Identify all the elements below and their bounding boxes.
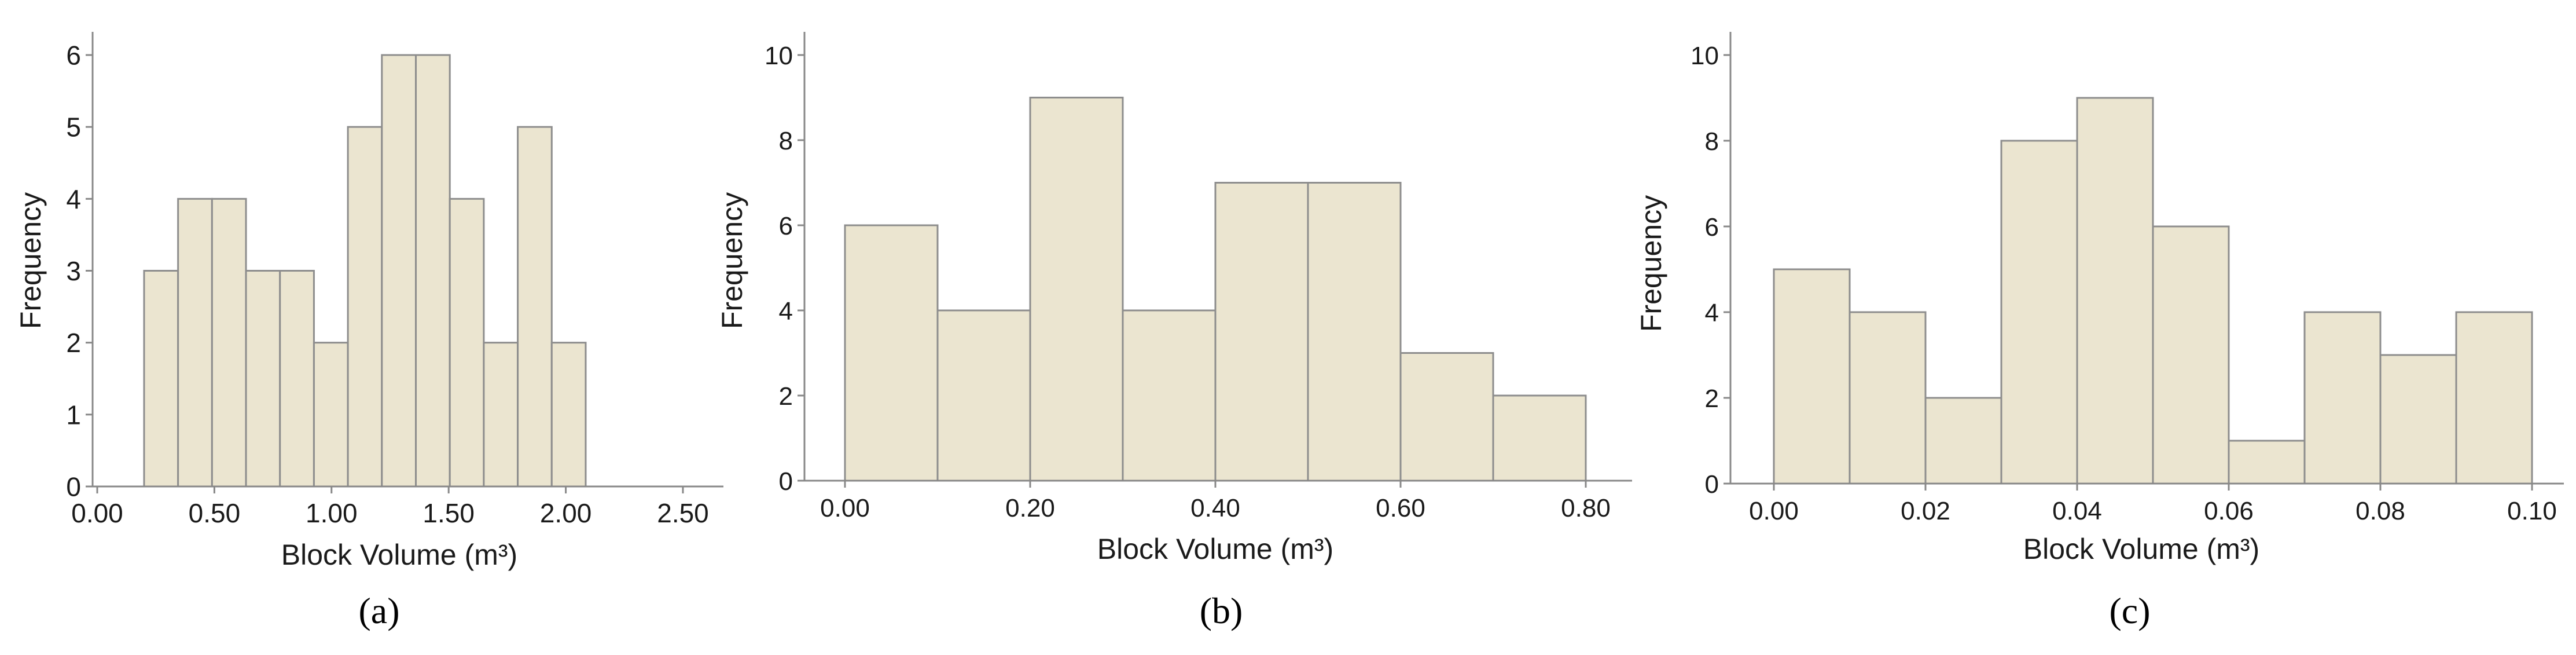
y-tick-label: 1 <box>66 400 81 430</box>
histogram-bar <box>2228 440 2306 485</box>
x-tick-label: 0.08 <box>2355 497 2405 525</box>
histogram-bar <box>347 126 383 488</box>
x-tick-label: 0.06 <box>2204 497 2254 525</box>
x-axis-label: Block Volume (m³) <box>2023 533 2259 565</box>
histogram-bar <box>1849 311 1927 485</box>
x-tick-label: 0.80 <box>1561 494 1611 522</box>
y-tick-label: 4 <box>779 297 793 325</box>
y-tick-label: 10 <box>765 42 793 70</box>
y-axis-label: Frequency <box>716 192 748 329</box>
x-tick-label: 0.10 <box>2507 497 2557 525</box>
x-tick-label: 0.40 <box>1190 494 1240 522</box>
histogram-bar <box>2152 225 2230 485</box>
x-tick-label: 0.00 <box>1749 497 1799 525</box>
histogram-bar <box>1122 309 1217 482</box>
histogram-bar <box>143 270 179 488</box>
x-axis-label-text: Block Volume <box>1097 533 1281 565</box>
y-tick-label: 4 <box>1705 299 1719 327</box>
x-axis-label-text: Block Volume <box>281 539 465 571</box>
x-tick-label: 1.00 <box>306 498 358 528</box>
caption-c: (c) <box>2109 590 2151 631</box>
x-tick-label: 2.00 <box>540 498 592 528</box>
y-tick-label: 0 <box>779 467 793 496</box>
x-axis-unit: (m³) <box>2207 533 2260 565</box>
y-tick-label: 3 <box>66 256 81 286</box>
histogram-bar <box>2076 97 2154 485</box>
x-axis-unit: (m³) <box>1281 533 1334 565</box>
histogram-bar <box>2455 311 2533 485</box>
y-axis-label: Frequency <box>14 192 47 329</box>
histogram-bar <box>1029 97 1124 482</box>
x-axis-label: Block Volume (m³) <box>281 539 517 571</box>
histogram-bar <box>211 197 247 488</box>
panel-a: 0 1 2 3 4 5 6 0.00 0.50 1.00 1.50 2.00 2.50 Frequency… <box>0 0 752 655</box>
histogram-bar <box>381 54 417 488</box>
caption-a: (a) <box>358 590 400 631</box>
y-tick-label: 0 <box>1705 470 1719 499</box>
histogram-bar <box>1492 394 1587 482</box>
y-tick-label: 8 <box>1705 127 1719 156</box>
y-tick-label: 0 <box>66 472 81 502</box>
histogram-bar <box>517 126 553 488</box>
histogram-bar <box>2379 354 2457 485</box>
histogram-bar <box>449 197 485 488</box>
y-tick-label: 4 <box>66 184 81 214</box>
x-tick-label: 0.60 <box>1376 494 1425 522</box>
x-tick-label: 0.50 <box>189 498 241 528</box>
histogram-bar <box>313 342 349 488</box>
y-tick-label: 6 <box>1705 213 1719 241</box>
x-tick-label: 0.00 <box>820 494 870 522</box>
histogram-bar <box>936 309 1031 482</box>
x-tick-label: 0.04 <box>2052 497 2102 525</box>
histogram-bar <box>1773 268 1851 485</box>
histogram-bar <box>844 224 939 482</box>
histogram-bar <box>2000 140 2078 485</box>
panel-b: 0 2 4 6 8 10 0.00 0.20 0.40 0.60 0.80 Frequency Bloc… <box>706 0 1690 655</box>
histogram-bar <box>1214 182 1309 482</box>
histogram-bar <box>177 197 213 488</box>
x-tick-label: 1.50 <box>422 498 475 528</box>
histogram-bar <box>2303 311 2382 485</box>
histogram-bar <box>245 270 281 488</box>
histogram-b: 0 2 4 6 8 10 0.00 0.20 0.40 0.60 0.80 Frequency Bloc… <box>716 32 1632 565</box>
histogram-bar <box>1307 182 1402 482</box>
x-axis-label-text: Block Volume <box>2023 533 2207 565</box>
panel-c: 0 2 4 6 8 10 0.00 0.02 0.04 0.06 0.08 0.10 Frequency… <box>1620 0 2576 655</box>
y-tick-label: 6 <box>779 212 793 240</box>
histogram-bar <box>1399 352 1494 482</box>
histogram-c: 0 2 4 6 8 10 0.00 0.02 0.04 0.06 0.08 0.10 Frequency… <box>1635 32 2564 565</box>
x-axis-unit: (m³) <box>465 539 518 571</box>
y-tick-label: 2 <box>779 382 793 411</box>
histogram-bar <box>550 342 587 488</box>
caption-b: (b) <box>1199 590 1243 631</box>
x-tick-label: 2.50 <box>657 498 709 528</box>
y-tick-label: 8 <box>779 127 793 155</box>
x-axis-label: Block Volume (m³) <box>1097 533 1333 565</box>
y-tick-label: 2 <box>1705 385 1719 413</box>
x-tick-label: 0.02 <box>1901 497 1950 525</box>
y-tick-label: 2 <box>66 328 81 358</box>
y-tick-label: 5 <box>66 112 81 142</box>
histogram-bar <box>1924 397 2002 485</box>
y-tick-label: 6 <box>66 41 81 71</box>
x-tick-label: 0.20 <box>1005 494 1055 522</box>
x-tick-label: 0.00 <box>71 498 123 528</box>
histogram-bar <box>483 342 519 488</box>
histogram-a: 0 1 2 3 4 5 6 0.00 0.50 1.00 1.50 2.00 2.50 Frequency… <box>14 32 723 571</box>
y-axis-label: Frequency <box>1635 195 1667 332</box>
histogram-bar <box>415 54 451 488</box>
y-tick-label: 10 <box>1691 42 1719 70</box>
histogram-bar <box>279 270 315 488</box>
